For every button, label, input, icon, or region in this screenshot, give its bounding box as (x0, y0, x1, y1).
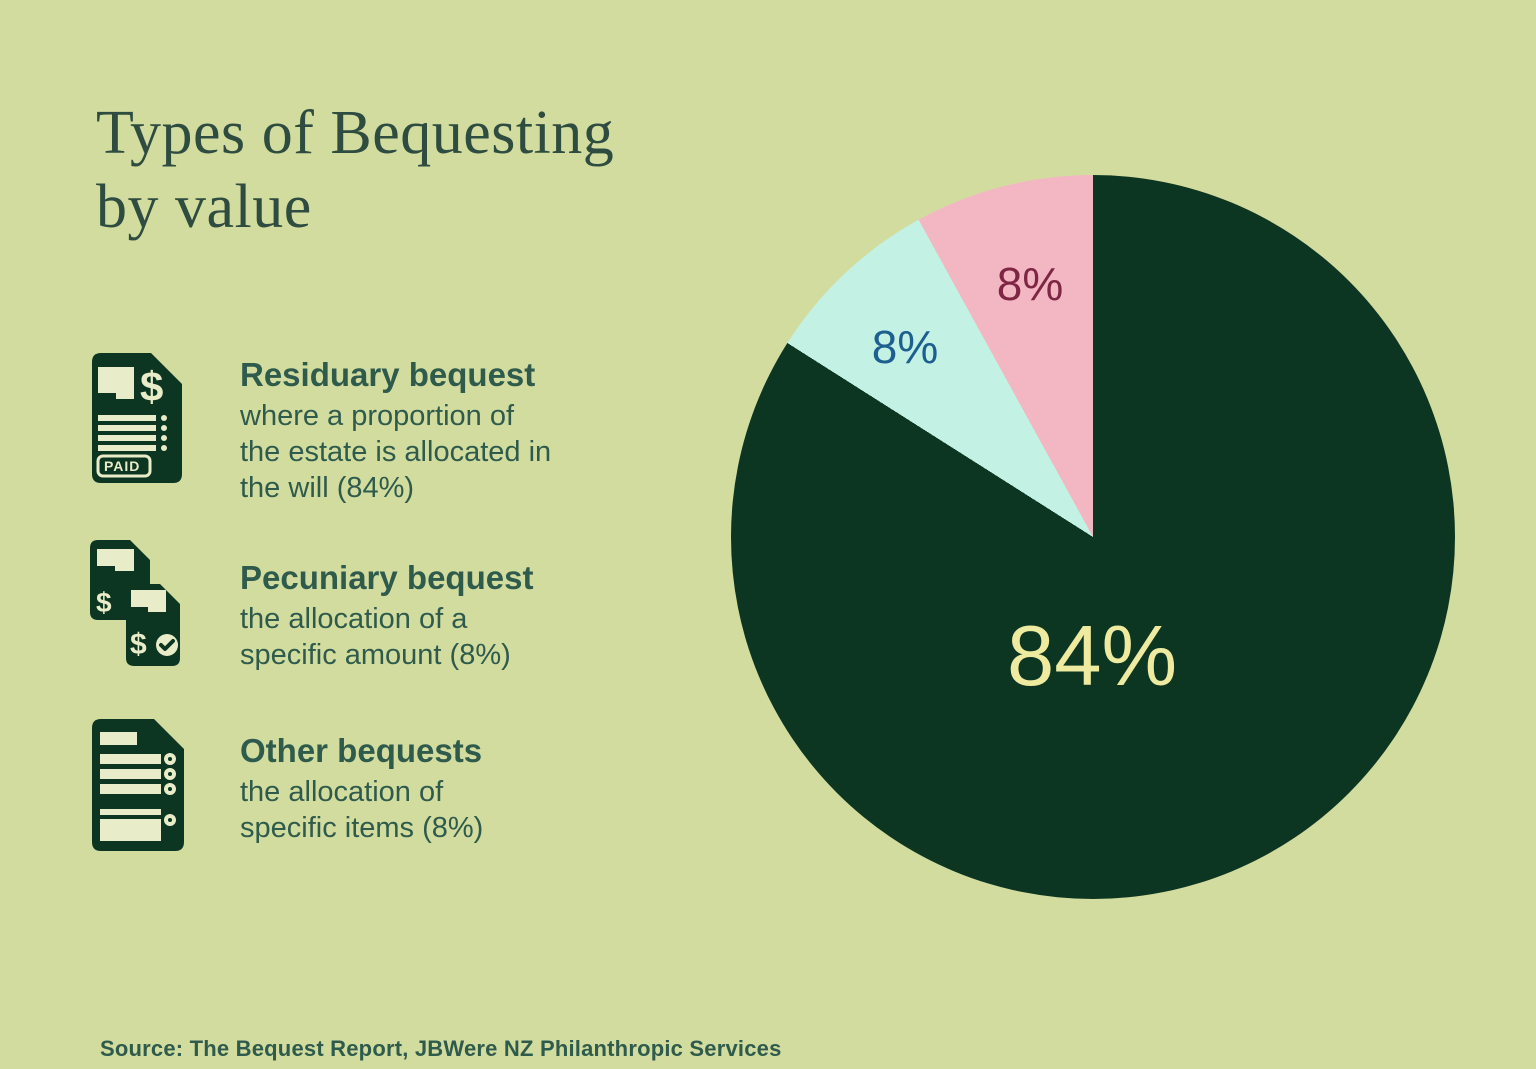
legend-heading: Residuary bequest (240, 356, 536, 393)
page-title: Types of Bequesting by value (96, 96, 614, 244)
legend-line: the allocation of (240, 776, 444, 808)
legend-item-pecuniary: $ $ Pecuniary bequest the allocation of … (88, 540, 620, 673)
legend-item-other: Other bequests the allocation of specifi… (88, 719, 620, 856)
title-line-1: Types of Bequesting (96, 99, 615, 167)
dollar-sign: $ (96, 587, 112, 618)
legend-text-other: Other bequests the allocation of specifi… (240, 719, 620, 856)
pie-label-other: 8% (996, 258, 1064, 310)
paid-stamp-label: PAID (104, 458, 140, 474)
pie-label-residuary: 84% (1006, 609, 1178, 704)
legend-heading: Pecuniary bequest (240, 559, 534, 596)
legend-line: specific amount (8%) (240, 639, 511, 671)
legend-line: specific items (8%) (240, 812, 484, 844)
dollar-sign: $ (140, 363, 163, 410)
pie-chart-area: 84% 8% 8% (731, 175, 1455, 899)
title-line-2: by value (96, 173, 312, 241)
legend-text-pecuniary: Pecuniary bequest the allocation of a sp… (240, 540, 620, 673)
legend-line: the estate is allocated in (240, 436, 552, 468)
itemized-document-icon (88, 719, 188, 856)
source-note: Source: The Bequest Report, JBWere NZ Ph… (100, 1036, 782, 1061)
legend-text-residuary: Residuary bequest where a proportion of … (240, 353, 620, 506)
legend-line: the allocation of a (240, 603, 468, 635)
pie-label-pecuniary: 8% (871, 321, 939, 373)
pie-chart (731, 175, 1455, 899)
dollar-sign: $ (130, 628, 147, 661)
receipts-dollar-check-icon: $ $ (88, 540, 188, 673)
legend-item-residuary: $ PAID Residuary bequest where a proport… (88, 353, 620, 506)
invoice-paid-icon: $ PAID (88, 353, 188, 506)
legend-line: where a proportion of (240, 400, 515, 432)
legend-heading: Other bequests (240, 732, 483, 769)
legend-line: the will (84%) (240, 472, 415, 504)
